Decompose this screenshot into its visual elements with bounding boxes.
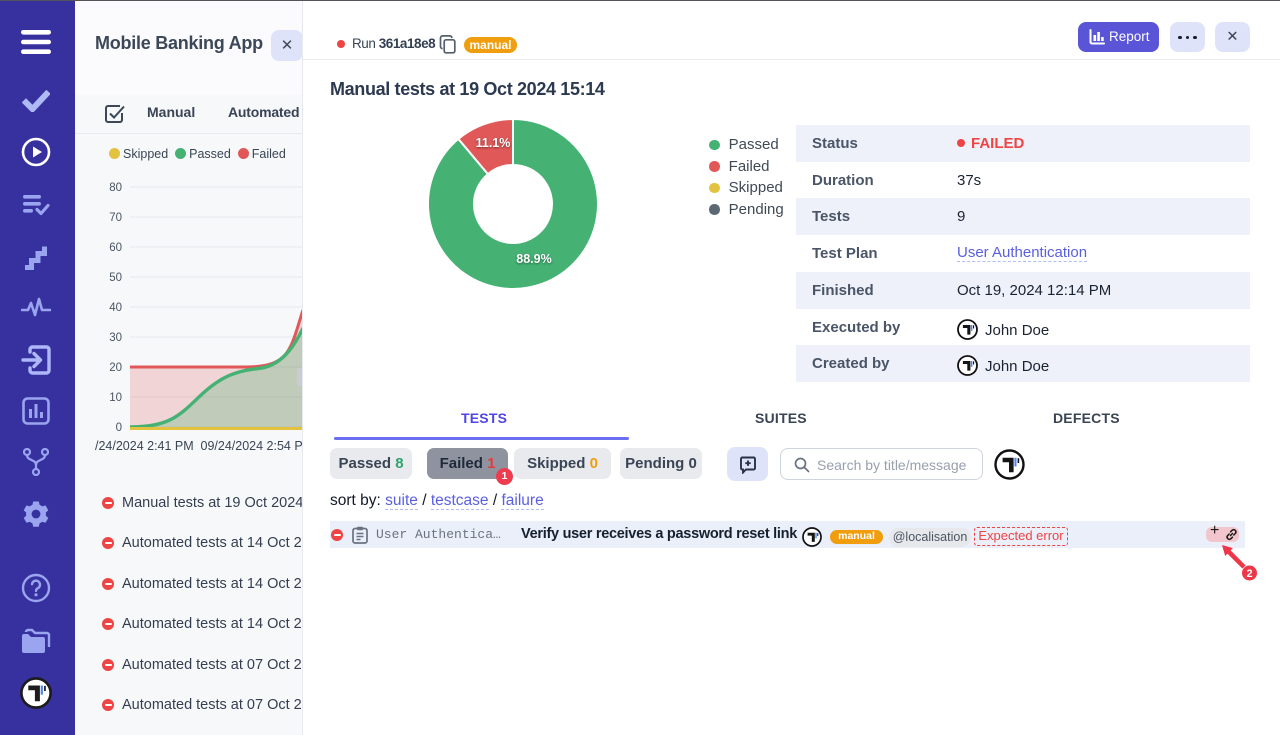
svg-text:60: 60 <box>109 242 122 254</box>
svg-text:/24/2024 2:41 PM: /24/2024 2:41 PM <box>95 439 194 453</box>
svg-text:10: 10 <box>109 392 122 404</box>
svg-text:70: 70 <box>109 212 122 224</box>
svg-text:30: 30 <box>109 332 122 344</box>
svg-text:09/24/2024 2:54 PM: 09/24/2024 2:54 PM <box>201 439 304 453</box>
svg-text:50: 50 <box>109 272 122 284</box>
svg-text:80: 80 <box>109 182 122 194</box>
svg-text:20: 20 <box>109 362 122 374</box>
svg-text:40: 40 <box>109 302 122 314</box>
svg-text:2: 2 <box>1246 568 1252 580</box>
svg-text:0: 0 <box>116 422 122 434</box>
